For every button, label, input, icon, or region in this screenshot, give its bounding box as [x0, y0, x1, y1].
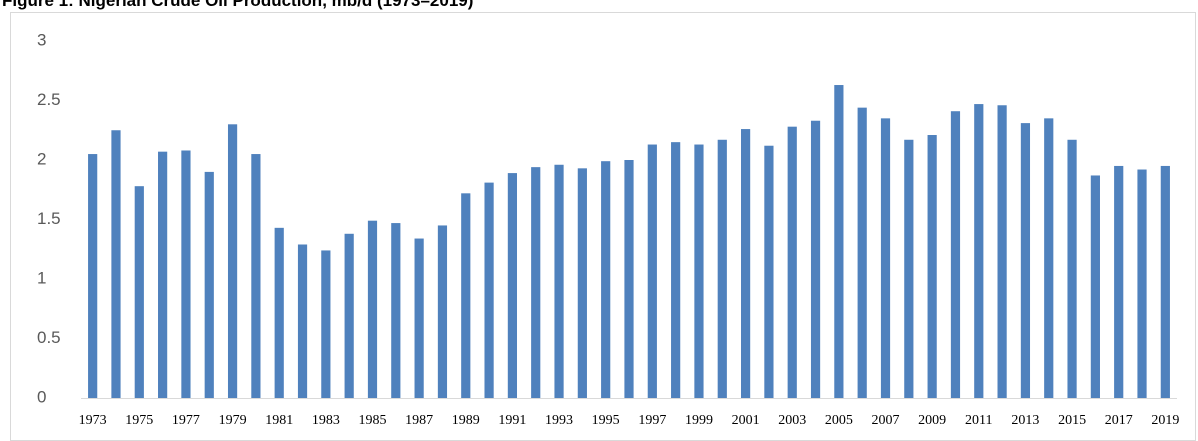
- x-tick-label: 1999: [685, 413, 713, 428]
- bar: [1090, 175, 1100, 398]
- bar: [1114, 165, 1124, 398]
- y-tick-label: 2: [37, 149, 46, 168]
- x-tick-label: 2005: [825, 413, 853, 428]
- bar: [787, 126, 797, 399]
- bar: [810, 120, 821, 398]
- y-tick-label: 0.5: [37, 328, 61, 347]
- y-tick-label: 2.5: [37, 90, 61, 109]
- x-tick-label: 2011: [965, 413, 992, 428]
- bar: [997, 105, 1007, 398]
- bar: [927, 135, 937, 398]
- x-tick-label: 1993: [545, 413, 573, 428]
- x-tick-label: 1991: [498, 413, 526, 428]
- bar: [1137, 169, 1147, 398]
- bar: [181, 150, 191, 398]
- bar: [88, 154, 98, 398]
- bar: [484, 182, 494, 398]
- x-tick-label: 2017: [1105, 413, 1133, 428]
- bar: [1067, 139, 1077, 398]
- bar: [647, 144, 657, 398]
- bar: [694, 144, 704, 398]
- bar: [577, 168, 587, 398]
- bar: [531, 167, 541, 398]
- bar: [274, 227, 284, 398]
- bar: [857, 107, 867, 398]
- bar: [367, 220, 378, 398]
- bar: [624, 160, 634, 398]
- bar: [507, 173, 518, 398]
- y-tick-label: 1: [37, 268, 46, 287]
- x-tick-label: 2003: [778, 413, 806, 428]
- bar: [740, 129, 751, 398]
- bar: [251, 154, 261, 398]
- x-tick-label: 1973: [79, 413, 107, 428]
- x-tick-label: 1981: [265, 413, 293, 428]
- bar: [414, 238, 424, 398]
- x-tick-label: 1985: [358, 413, 386, 428]
- bar: [297, 244, 308, 398]
- bar: [204, 171, 214, 398]
- bar: [111, 130, 121, 398]
- bar: [1160, 165, 1170, 398]
- x-tick-label: 2015: [1058, 413, 1086, 428]
- bar: [834, 85, 844, 398]
- y-tick-label: 0: [37, 387, 46, 406]
- x-tick-label: 1989: [452, 413, 480, 428]
- x-tick-label: 1983: [312, 413, 340, 428]
- bar: [1020, 123, 1031, 399]
- bar: [880, 118, 891, 398]
- x-tick-label: 1975: [125, 413, 153, 428]
- y-tick-label: 3: [37, 30, 46, 49]
- x-tick-label: 1979: [219, 413, 247, 428]
- chart-title: Figure 1: Nigerian Crude Oil Production,…: [2, 0, 474, 10]
- bar: [391, 223, 401, 398]
- x-tick-label: 1977: [172, 413, 200, 428]
- x-tick-label: 1997: [638, 413, 666, 428]
- bar: [437, 225, 448, 398]
- x-tick-label: 2013: [1011, 413, 1039, 428]
- bar: [601, 161, 611, 398]
- x-tick-label: 2001: [732, 413, 760, 428]
- bar: [461, 193, 471, 398]
- bar: [764, 145, 774, 398]
- x-tick-label: 1995: [592, 413, 620, 428]
- bar: [717, 139, 727, 398]
- bar: [227, 124, 238, 399]
- bar: [1044, 118, 1054, 398]
- bar: [950, 111, 961, 399]
- x-tick-label: 2007: [872, 413, 900, 428]
- bar: [344, 233, 354, 398]
- x-tick-label: 1987: [405, 413, 433, 428]
- y-tick-label: 1.5: [37, 209, 61, 228]
- bar: [904, 139, 914, 398]
- bar: [134, 186, 144, 398]
- x-tick-label: 2019: [1151, 413, 1179, 428]
- bar: [158, 151, 168, 398]
- bar: [974, 104, 984, 398]
- bar: [671, 142, 681, 398]
- bar: [554, 164, 564, 398]
- x-tick-label: 2009: [918, 413, 946, 428]
- bar: [321, 250, 331, 398]
